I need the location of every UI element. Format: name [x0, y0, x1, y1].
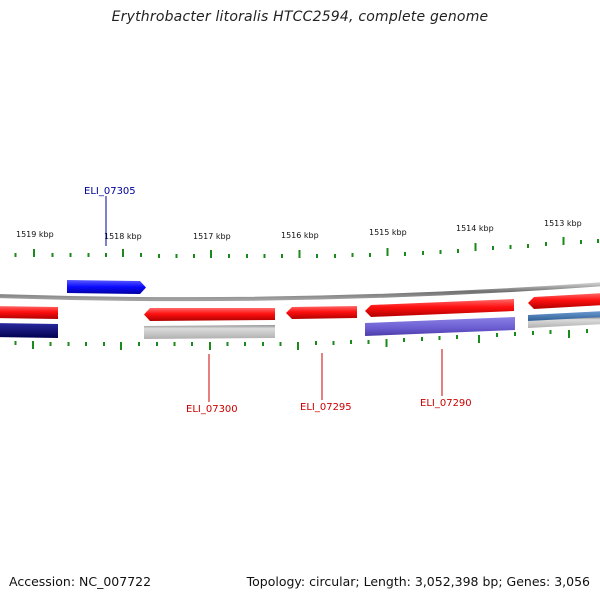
gene-eli-07300[interactable]: [144, 308, 275, 321]
gene-label-eli-07290[interactable]: ELI_07290: [420, 398, 472, 409]
gene-eli-07305[interactable]: [67, 280, 146, 294]
genome-backbone: [0, 282, 600, 302]
genome-summary: Topology: circular; Length: 3,052,398 bp…: [246, 574, 590, 589]
gene-right-partial[interactable]: [528, 293, 600, 309]
accession-label: Accession: NC_007722: [9, 574, 152, 589]
scale-label: 1516 kbp: [281, 231, 319, 240]
upper-scale-ticks: [14, 237, 599, 258]
lower-scale-ticks: [14, 329, 588, 350]
scale-label: 1519 kbp: [16, 230, 54, 239]
gene-label-eli-07295[interactable]: ELI_07295: [300, 402, 352, 413]
gene-label-eli-07300[interactable]: ELI_07300: [186, 404, 238, 415]
gene-left-partial[interactable]: [0, 306, 58, 319]
gene-label-eli-07305[interactable]: ELI_07305: [84, 186, 136, 197]
feature-bar-steel[interactable]: [528, 311, 600, 322]
gene-eli-07295[interactable]: [286, 306, 357, 319]
feature-bar-grey[interactable]: [144, 325, 275, 339]
scale-label: 1515 kbp: [369, 228, 407, 237]
scale-label: 1518 kbp: [104, 232, 142, 241]
feature-bar-grey-right[interactable]: [528, 317, 600, 328]
scale-label: 1517 kbp: [193, 232, 231, 241]
feature-bar-dark[interactable]: [0, 323, 58, 338]
feature-bar-purple[interactable]: [365, 317, 515, 336]
scale-labels: 1519 kbp 1518 kbp 1517 kbp 1516 kbp 1515…: [16, 219, 582, 241]
gene-eli-07290[interactable]: [365, 299, 514, 317]
scale-label: 1513 kbp: [544, 219, 582, 228]
scale-label: 1514 kbp: [456, 224, 494, 233]
genome-title: Erythrobacter litoralis HTCC2594, comple…: [111, 9, 489, 25]
